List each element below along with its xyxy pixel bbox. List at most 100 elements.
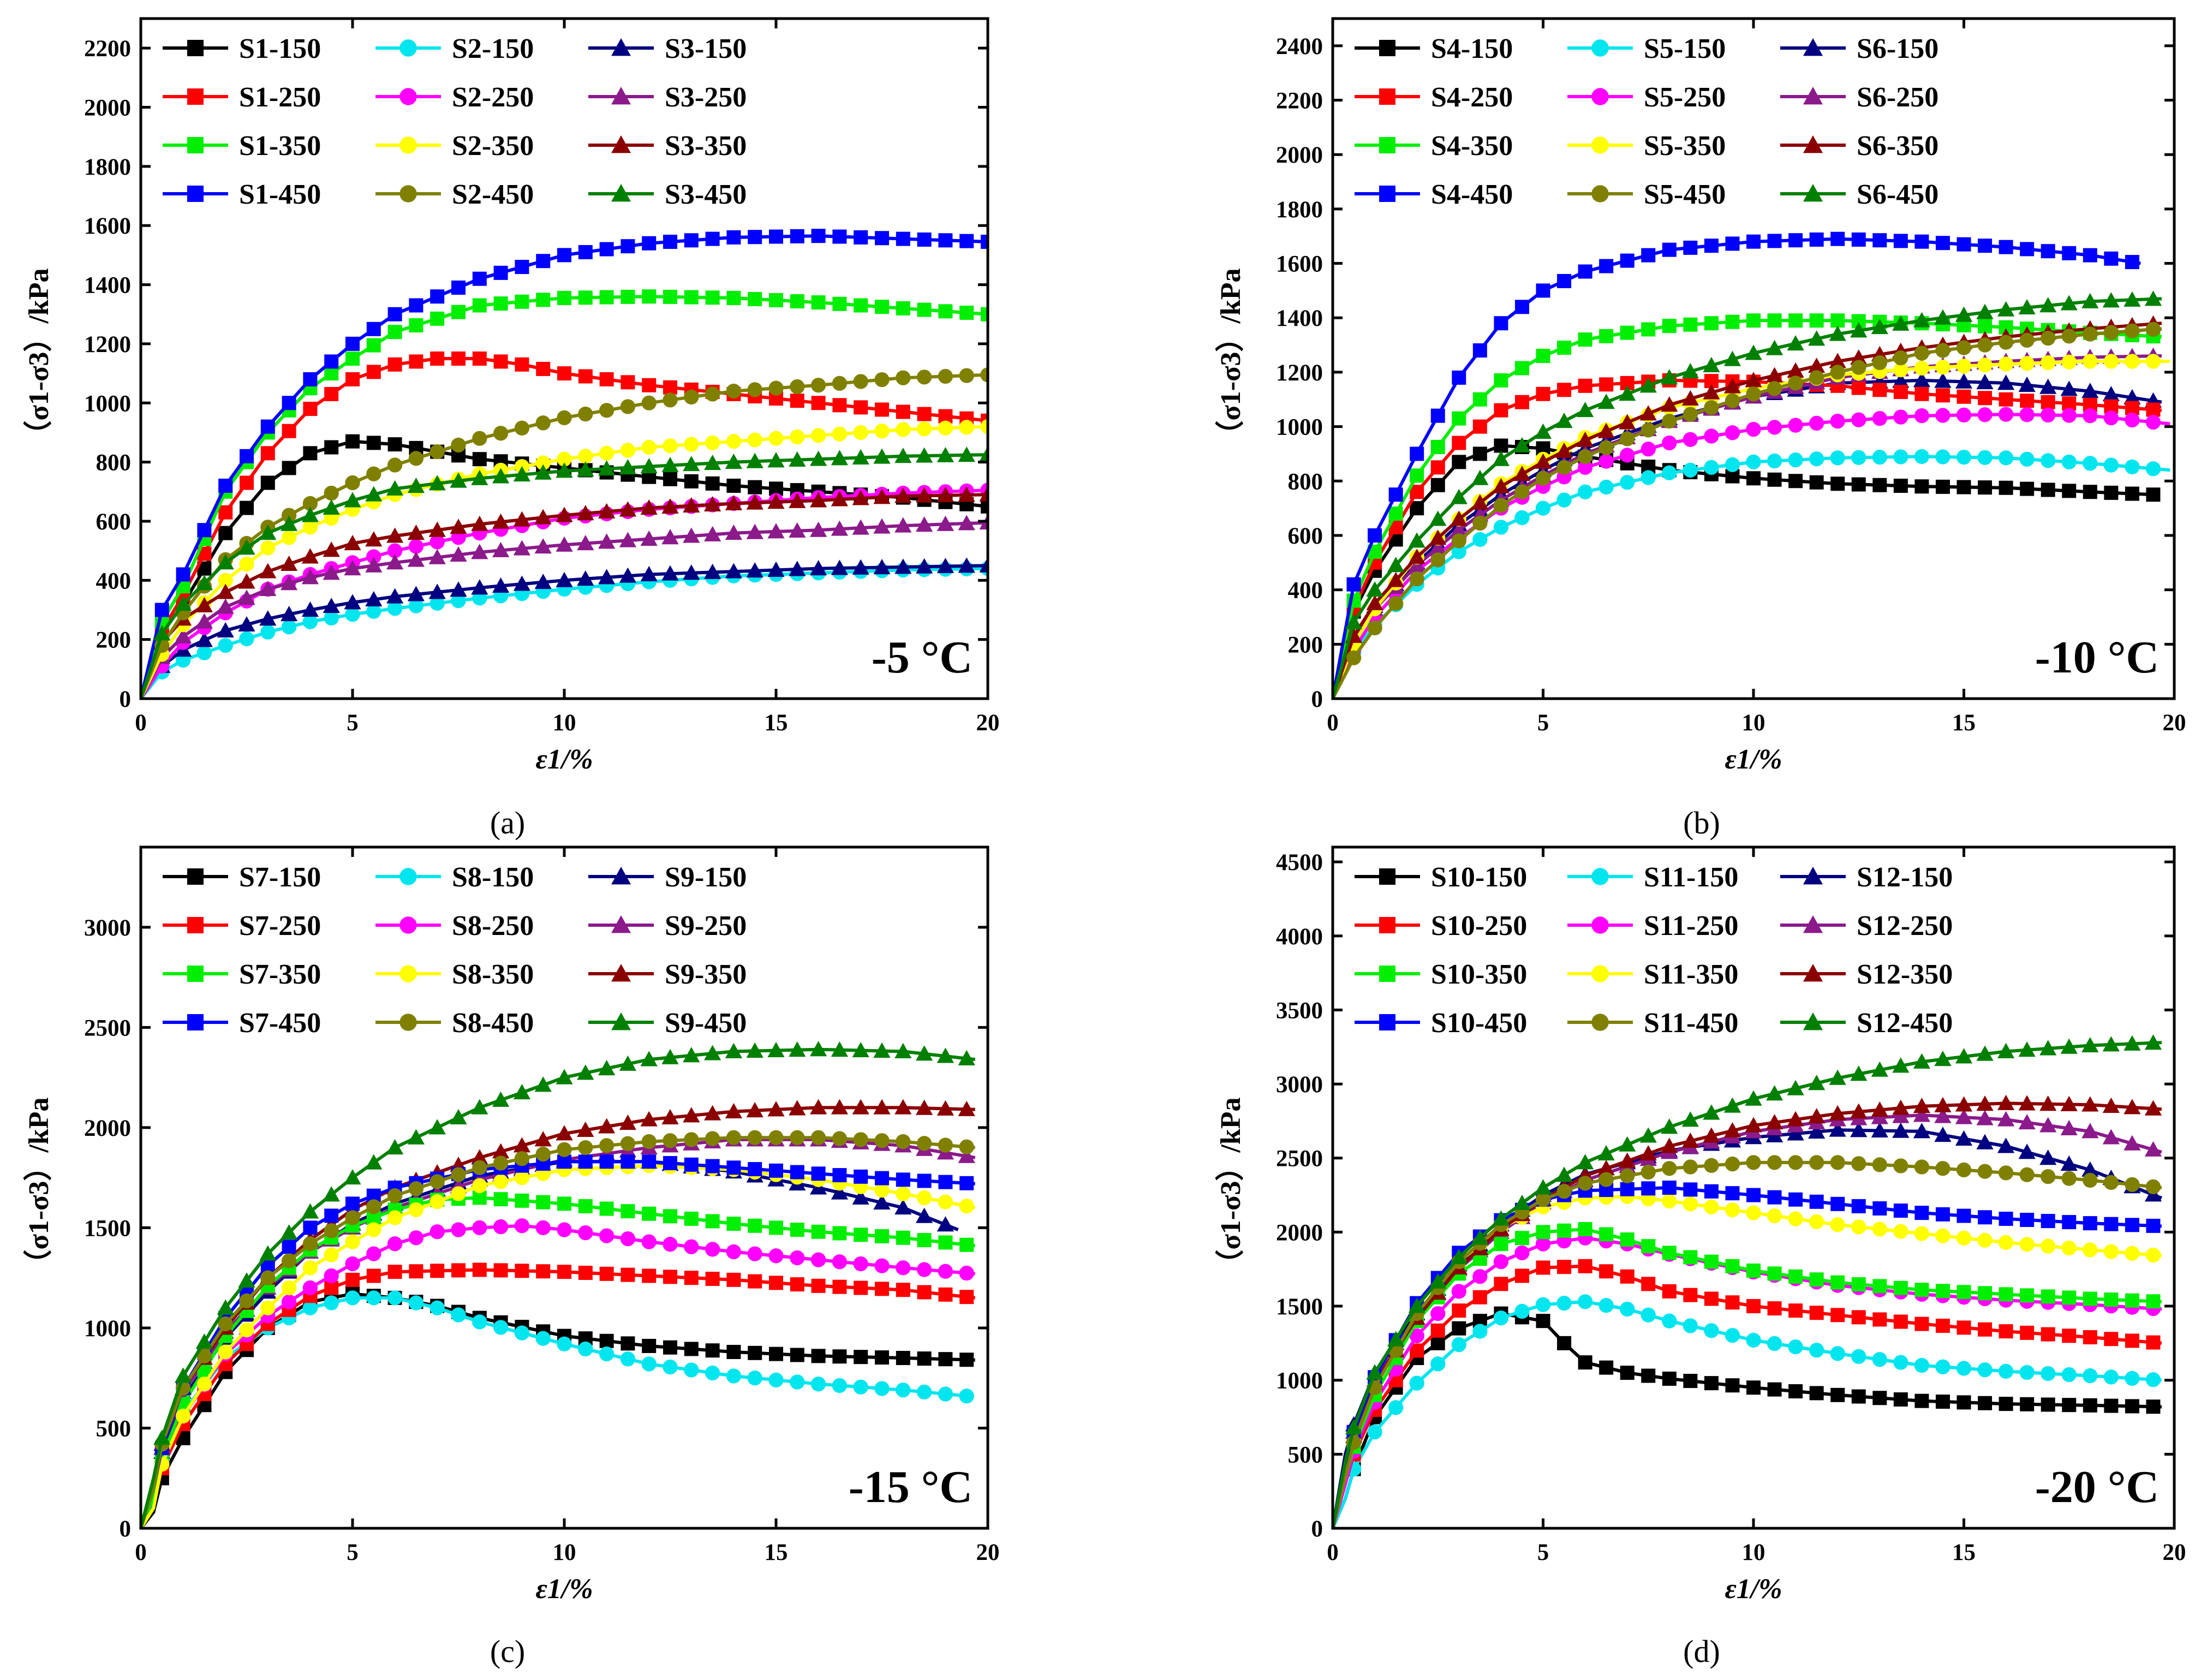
data-point-S11-450	[1577, 1176, 1593, 1191]
data-point-S10-450	[1872, 1201, 1887, 1216]
data-point-S2-450	[472, 431, 487, 446]
legend-label: S4-450	[1431, 179, 1513, 210]
data-point-S12-450	[1850, 1065, 1868, 1081]
x-tick-label: 0	[1327, 1540, 1339, 1565]
data-point-S10-450	[1978, 1210, 1993, 1225]
data-point-S3-450	[365, 486, 383, 502]
data-point-S4-250	[1514, 395, 1529, 409]
legend-label: S12-450	[1857, 1008, 1953, 1039]
data-point-S5-150	[1830, 450, 1845, 466]
data-point-S8-150	[874, 1381, 890, 1396]
data-point-S12-250	[2124, 1135, 2141, 1151]
data-point-S7-350	[642, 1206, 657, 1221]
data-point-S3-350	[386, 527, 404, 543]
data-point-S3-250	[344, 560, 361, 576]
data-point-S3-350	[831, 491, 848, 507]
data-point-S10-450	[1683, 1182, 1698, 1197]
data-point-S12-450	[1471, 1229, 1489, 1245]
data-point-S3-150	[556, 571, 573, 587]
data-point-S2-350	[832, 426, 848, 442]
data-point-S5-450	[2083, 326, 2098, 342]
data-point-S3-350	[894, 487, 912, 503]
data-point-S1-150	[345, 434, 360, 449]
legend-label: S9-250	[665, 910, 747, 942]
data-point-S1-350	[493, 296, 508, 311]
data-point-S1-350	[832, 296, 847, 311]
data-point-S6-450	[2018, 299, 2036, 315]
data-point-S8-150	[451, 1307, 466, 1322]
data-point-S1-450	[154, 603, 169, 617]
data-point-S12-450	[1429, 1273, 1447, 1289]
legend-item: S8-450	[375, 1008, 534, 1039]
data-point-S1-150	[748, 480, 762, 495]
data-point-S6-450	[1808, 330, 1826, 346]
data-point-S5-450	[1535, 470, 1551, 486]
data-point-S8-150	[641, 1356, 657, 1372]
data-point-S5-250	[1893, 409, 1908, 425]
data-point-S5-450	[1556, 460, 1572, 475]
legend-item: S7-450	[163, 1008, 321, 1039]
data-point-S11-350	[1788, 1211, 1803, 1226]
data-point-S10-250	[2104, 1332, 2119, 1347]
data-point-S10-450	[2083, 1216, 2097, 1231]
data-point-S6-450	[1913, 312, 1930, 327]
data-point-S10-350	[2146, 1294, 2161, 1309]
data-point-S4-450	[2020, 242, 2035, 257]
y-tick-label: 1800	[1276, 197, 1323, 223]
data-point-S5-150	[1641, 470, 1656, 485]
data-point-S7-150	[621, 1336, 635, 1351]
data-point-S7-350	[769, 1220, 783, 1235]
legend-label: S1-150	[239, 33, 321, 64]
data-point-S2-150	[408, 598, 424, 613]
data-point-S11-350	[1809, 1214, 1824, 1230]
data-point-S6-150	[2039, 378, 2057, 394]
data-point-S9-350	[577, 1121, 594, 1137]
data-point-S8-250	[281, 1294, 297, 1309]
data-point-S7-450	[345, 1196, 360, 1211]
data-point-S12-450	[1787, 1080, 1804, 1095]
data-point-S8-150	[620, 1351, 636, 1367]
plot-area	[141, 1041, 976, 1528]
data-point-S10-350	[1620, 1232, 1635, 1247]
data-point-S3-150	[767, 561, 785, 577]
data-point-S1-250	[387, 357, 402, 372]
data-point-S4-150	[2020, 481, 2035, 496]
legend-marker	[399, 39, 417, 57]
data-point-S11-450	[1556, 1184, 1572, 1199]
data-point-S1-250	[345, 372, 360, 386]
data-point-S9-450	[513, 1084, 530, 1100]
data-point-S12-350	[1871, 1101, 1888, 1117]
data-point-S11-250	[1514, 1245, 1530, 1261]
x-tick-label: 15	[1952, 1540, 1976, 1565]
data-point-S4-150	[2146, 487, 2161, 502]
data-point-S11-150	[1977, 1362, 1993, 1378]
data-point-S9-350	[704, 1105, 721, 1121]
data-point-S9-450	[577, 1064, 594, 1080]
data-point-S1-150	[684, 474, 699, 488]
legend-item: S1-350	[163, 130, 321, 162]
y-tick-label: 2500	[84, 1015, 131, 1041]
data-point-S3-450	[746, 452, 764, 468]
legend-label: S9-350	[665, 959, 747, 990]
x-tick-label: 10	[553, 1540, 576, 1565]
data-point-S10-450	[1704, 1184, 1719, 1199]
data-point-S11-150	[1683, 1318, 1698, 1333]
legend-item: S12-250	[1780, 910, 1953, 942]
data-point-S12-250	[1976, 1110, 1994, 1125]
data-point-S8-250	[472, 1220, 487, 1236]
legend-marker	[611, 1012, 631, 1030]
data-point-S1-350	[663, 289, 677, 304]
data-point-S3-350	[598, 503, 616, 519]
temperature-label: -10 °C	[2035, 632, 2159, 683]
plot-area	[141, 229, 988, 699]
data-point-S12-250	[2060, 1119, 2078, 1135]
data-point-S2-450	[790, 379, 805, 395]
data-point-S6-450	[1765, 339, 1784, 355]
data-point-S6-350	[1681, 390, 1699, 406]
data-point-S6-350	[1366, 594, 1383, 611]
data-point-S6-450	[1723, 350, 1741, 366]
data-point-S6-450	[1829, 325, 1846, 341]
legend-label: S4-350	[1431, 130, 1513, 162]
data-point-S1-150	[260, 475, 275, 490]
data-point-S8-450	[874, 1133, 890, 1148]
